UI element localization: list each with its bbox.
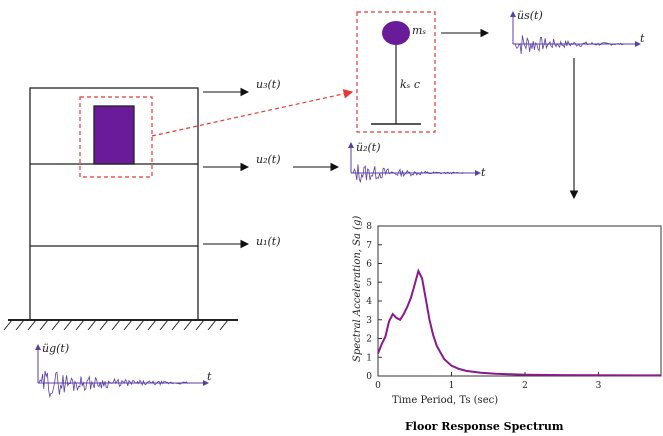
spectrum-chart: 0 1 2 3 4 5 6 7 8 0 1 2 3 Time Period, Ts (sec) Spe…: [352, 216, 662, 406]
ground-hatch-line: [171, 319, 181, 331]
ground-hatch-line: [3, 319, 13, 331]
ground-hatch-line: [195, 319, 205, 331]
ground-hatch-line: [15, 319, 25, 331]
u2-t-label: t: [481, 166, 486, 179]
x-tick-label: 2: [522, 381, 528, 391]
ug-signal-label: üg(t): [42, 342, 69, 355]
y-tick-label: 0: [366, 372, 372, 382]
y-tick-label: 8: [366, 222, 372, 232]
u2-signal-trace: [351, 164, 464, 183]
ground-hatch-line: [27, 319, 37, 331]
x-axis-label: Time Period, Ts (sec): [392, 395, 498, 406]
u2-signal-label: ü₂(t): [356, 141, 381, 154]
ground: [3, 319, 238, 331]
x-tick-label: 1: [449, 381, 455, 391]
us-signal-plot: üs(t) t: [510, 9, 645, 54]
figure-caption: Floor Response Spectrum: [405, 420, 564, 433]
y-tick-label: 5: [366, 278, 372, 288]
ground-hatch-line: [51, 319, 61, 331]
ground-hatch-line: [219, 319, 229, 331]
y-tick-label: 1: [366, 353, 372, 363]
ground-hatch-line: [159, 319, 169, 331]
ground-hatch-line: [123, 319, 133, 331]
y-tick-label: 2: [366, 335, 372, 345]
ug-signal-trace: [38, 370, 189, 399]
us-t-label: t: [640, 32, 645, 45]
ug-t-label: t: [207, 370, 212, 383]
ground-hatch-line: [75, 319, 85, 331]
x-tick-label: 3: [596, 381, 602, 391]
chart-plot-area: [377, 225, 662, 377]
y-axis-label: Spectral Acceleration, Sa (g): [352, 216, 363, 362]
y-tick-label: 7: [366, 241, 372, 251]
equipment-block: [93, 105, 135, 165]
us-signal-label: üs(t): [517, 9, 543, 22]
ug-signal-plot: üg(t) t: [35, 342, 212, 399]
y-tick-label: 4: [366, 297, 372, 307]
us-signal-trace: [513, 35, 624, 54]
ground-hatch-line: [147, 319, 157, 331]
ground-hatch-line: [99, 319, 109, 331]
ground-hatch-line: [39, 319, 49, 331]
ground-hatch-line: [135, 319, 145, 331]
sdof-mass: [382, 21, 410, 45]
y-tick-label: 3: [366, 316, 372, 326]
ground-hatch-line: [183, 319, 193, 331]
u2-label: u₂(t): [256, 153, 281, 166]
u1-label: u₁(t): [256, 235, 281, 248]
equipment-dashed-box: [79, 96, 153, 178]
u2-signal-plot: ü₂(t) t: [348, 141, 486, 183]
y-tick-label: 6: [366, 260, 372, 270]
sdof-model-box: [356, 11, 436, 133]
ground-hatch-line: [207, 319, 217, 331]
ks-c-label: kₛ c: [400, 78, 420, 91]
x-tick-label: 0: [375, 381, 381, 391]
u3-label: u₃(t): [256, 78, 281, 91]
ground-hatch-line: [87, 319, 97, 331]
spectrum-series-line: [377, 268, 661, 377]
ground-hatch-line: [63, 319, 73, 331]
ground-hatch-line: [111, 319, 121, 331]
ms-label: mₛ: [412, 24, 426, 37]
equipment-zoom-arrow: [151, 89, 354, 137]
